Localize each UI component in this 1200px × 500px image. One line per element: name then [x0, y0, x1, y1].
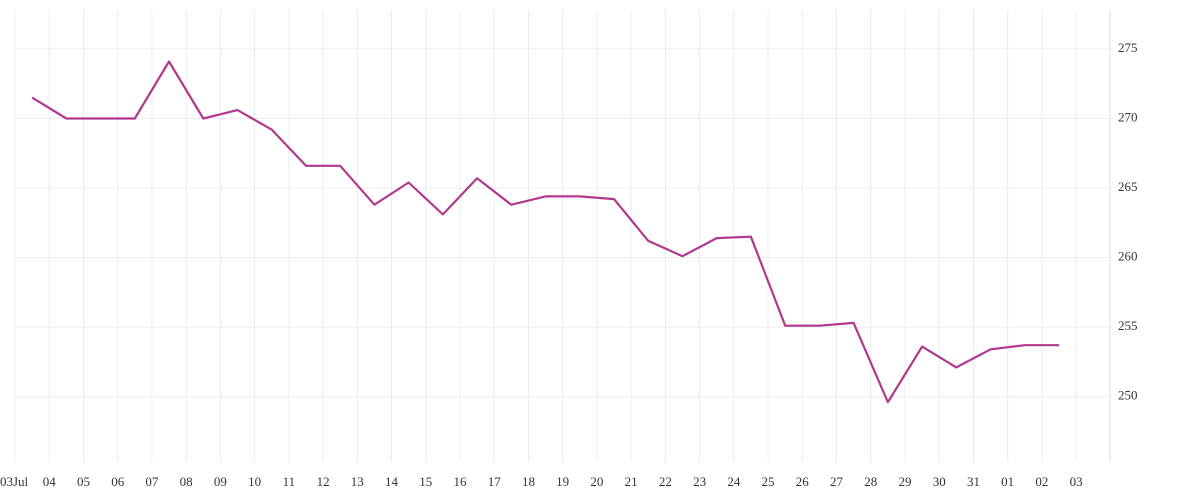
y-tick-label: 270 — [1118, 109, 1138, 124]
x-tick-label: 02 — [1035, 474, 1048, 489]
x-tick-label: 01 — [1001, 474, 1014, 489]
line — [31, 60, 1059, 404]
x-tick-label: 23 — [693, 474, 706, 489]
x-tick-label: 22 — [659, 474, 672, 489]
x-tick-label: 03 — [1070, 474, 1083, 489]
x-tick-label: 27 — [830, 474, 844, 489]
x-tick-label: 12 — [317, 474, 330, 489]
x-tick-label: 13 — [351, 474, 364, 489]
x-tick-label: 07 — [145, 474, 159, 489]
x-tick-label: 19 — [556, 474, 569, 489]
x-tick-label: 25 — [762, 474, 775, 489]
x-tick-label: 14 — [385, 474, 399, 489]
x-tick-label: 04 — [43, 474, 57, 489]
x-tick-label: 26 — [796, 474, 810, 489]
y-tick-label: 260 — [1118, 249, 1138, 264]
x-tick-label: 28 — [864, 474, 877, 489]
x-tick-label: 05 — [77, 474, 90, 489]
x-tick-label: 17 — [488, 474, 502, 489]
x-tick-label: 21 — [625, 474, 638, 489]
y-tick-label: 265 — [1118, 179, 1138, 194]
x-tick-label: 20 — [590, 474, 603, 489]
x-tick-label: 24 — [727, 474, 741, 489]
x-tick-label: 06 — [111, 474, 125, 489]
x-tick-label: 08 — [180, 474, 193, 489]
y-tick-label: 275 — [1118, 40, 1138, 55]
x-tick-label: 31 — [967, 474, 980, 489]
x-tick-label: 16 — [453, 474, 467, 489]
x-tick-label: 11 — [283, 474, 296, 489]
x-tick-label: 18 — [522, 474, 535, 489]
x-tick-label: 29 — [898, 474, 911, 489]
x-tick-label: 15 — [419, 474, 432, 489]
x-tick-label: 30 — [933, 474, 946, 489]
x-tick-label: 09 — [214, 474, 227, 489]
x-tick-label: 03Jul — [0, 474, 29, 489]
y-tick-label: 255 — [1118, 318, 1138, 333]
x-tick-label: 10 — [248, 474, 261, 489]
y-tick-label: 250 — [1118, 388, 1138, 403]
